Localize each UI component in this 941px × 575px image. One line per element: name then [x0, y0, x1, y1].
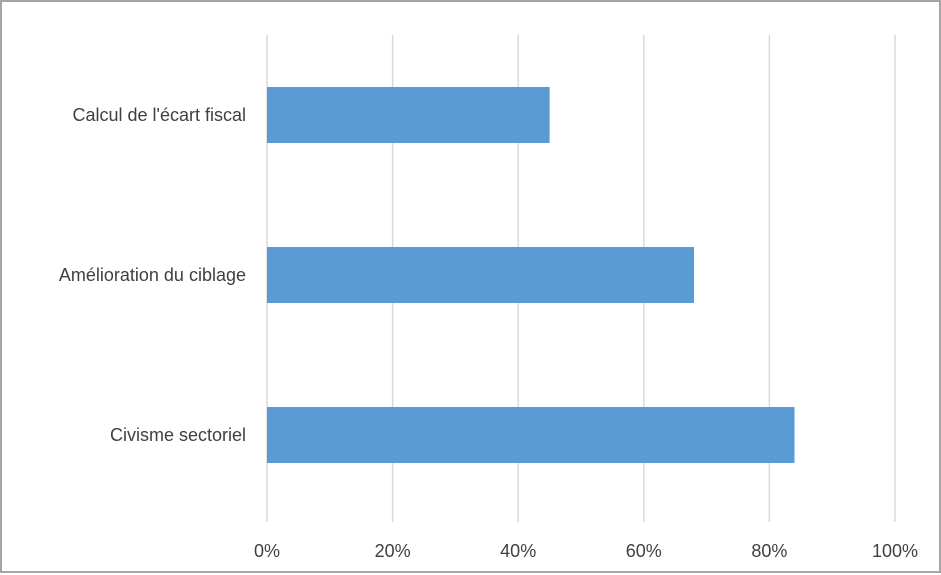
x-tick-label: 40%: [500, 541, 536, 561]
x-tick-label: 60%: [626, 541, 662, 561]
bars: [267, 87, 795, 463]
bar: [267, 407, 795, 463]
category-labels: Calcul de l'écart fiscal Amélioration du …: [59, 105, 246, 445]
x-tick-label: 20%: [375, 541, 411, 561]
category-label: Amélioration du ciblage: [59, 265, 246, 285]
x-tick-labels: 0% 20% 40% 60% 80% 100%: [254, 541, 918, 561]
x-tick-label: 80%: [751, 541, 787, 561]
x-tick-label: 0%: [254, 541, 280, 561]
bar: [267, 87, 550, 143]
category-label: Calcul de l'écart fiscal: [72, 105, 246, 125]
category-label: Civisme sectoriel: [110, 425, 246, 445]
bar: [267, 247, 695, 303]
x-tick-label: 100%: [872, 541, 918, 561]
